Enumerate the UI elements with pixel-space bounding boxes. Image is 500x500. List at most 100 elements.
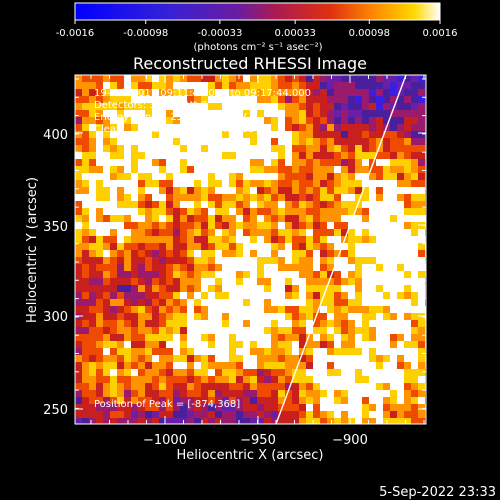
heatmap-cell <box>124 124 131 131</box>
heatmap-cell <box>264 418 271 424</box>
heatmap-cell <box>334 187 341 194</box>
heatmap-cell <box>103 250 110 257</box>
heatmap-cell <box>257 229 264 236</box>
heatmap-cell <box>271 117 278 124</box>
heatmap-cell <box>187 75 194 82</box>
heatmap-cell <box>173 138 180 145</box>
heatmap-cell <box>124 166 131 173</box>
heatmap-cell <box>215 124 222 131</box>
heatmap-cell <box>159 215 166 222</box>
heatmap-cell <box>166 159 173 166</box>
render-timestamp: 5-Sep-2022 23:33 <box>379 485 496 500</box>
heatmap-cell <box>194 397 201 404</box>
heatmap-cell <box>145 236 152 243</box>
heatmap-cell <box>96 390 103 397</box>
heatmap-cell <box>208 75 215 82</box>
heatmap-cell <box>264 124 271 131</box>
heatmap-cell <box>313 173 320 180</box>
heatmap-cell <box>264 117 271 124</box>
heatmap-cell <box>187 369 194 376</box>
heatmap-cell <box>348 145 355 152</box>
heatmap-cell <box>110 187 117 194</box>
colorbar-tick-label: -0.0016 <box>56 28 95 39</box>
heatmap-cell <box>229 229 236 236</box>
heatmap-cell <box>208 348 215 355</box>
heatmap-cell <box>264 222 271 229</box>
heatmap-cell <box>89 257 96 264</box>
heatmap-cell <box>173 292 180 299</box>
heatmap-cell <box>89 89 96 96</box>
heatmap-cell <box>327 215 334 222</box>
heatmap-cell <box>201 348 208 355</box>
heatmap-cell <box>180 131 187 138</box>
heatmap-cell <box>292 257 299 264</box>
heatmap-cell <box>362 397 369 404</box>
heatmap-cell <box>285 138 292 145</box>
heatmap-cell <box>159 152 166 159</box>
heatmap-cell <box>264 264 271 271</box>
heatmap-cell <box>166 166 173 173</box>
heatmap-cell <box>292 250 299 257</box>
heatmap-cell <box>362 131 369 138</box>
heatmap-cell <box>96 292 103 299</box>
heatmap-cell <box>236 362 243 369</box>
heatmap-cell <box>138 320 145 327</box>
heatmap-cell <box>306 145 313 152</box>
heatmap-cell <box>187 117 194 124</box>
heatmap-cell <box>257 299 264 306</box>
heatmap-cell <box>383 320 390 327</box>
heatmap-cell <box>313 264 320 271</box>
heatmap-cell <box>159 194 166 201</box>
heatmap-cell <box>376 194 383 201</box>
heatmap-cell <box>89 110 96 117</box>
heatmap-cell <box>236 215 243 222</box>
heatmap-cell <box>138 390 145 397</box>
heatmap-cell <box>222 292 229 299</box>
heatmap-cell <box>418 306 425 313</box>
heatmap-cell <box>152 369 159 376</box>
heatmap-cell <box>166 229 173 236</box>
heatmap-cell <box>320 355 327 362</box>
heatmap-cell <box>341 243 348 250</box>
heatmap-cell <box>383 215 390 222</box>
heatmap-cell <box>82 397 89 404</box>
heatmap-cell <box>82 82 89 89</box>
heatmap-cell <box>89 236 96 243</box>
heatmap-cell <box>313 229 320 236</box>
heatmap-cell <box>145 376 152 383</box>
heatmap-cell <box>383 243 390 250</box>
heatmap-cell <box>187 222 194 229</box>
heatmap-cell <box>222 110 229 117</box>
heatmap-cell <box>397 159 404 166</box>
heatmap-cell <box>327 138 334 145</box>
heatmap-cell <box>348 124 355 131</box>
heatmap-cell <box>75 355 82 362</box>
heatmap-cell <box>187 145 194 152</box>
heatmap-cell <box>355 187 362 194</box>
heatmap-cell <box>145 131 152 138</box>
heatmap-cell <box>180 89 187 96</box>
heatmap-cell <box>411 243 418 250</box>
heatmap-cell <box>271 243 278 250</box>
heatmap-cell <box>236 397 243 404</box>
heatmap-cell <box>173 383 180 390</box>
heatmap-cell <box>229 89 236 96</box>
heatmap-cell <box>243 166 250 173</box>
heatmap-cell <box>299 229 306 236</box>
heatmap-cell <box>355 180 362 187</box>
heatmap-cell <box>96 89 103 96</box>
heatmap-cell <box>131 348 138 355</box>
heatmap-cell <box>320 222 327 229</box>
heatmap-cell <box>89 222 96 229</box>
heatmap-cell <box>369 404 376 411</box>
heatmap-cell <box>411 278 418 285</box>
heatmap-cell <box>299 131 306 138</box>
heatmap-cell <box>278 376 285 383</box>
heatmap-cell <box>285 173 292 180</box>
heatmap-cell <box>397 299 404 306</box>
heatmap-cell <box>159 103 166 110</box>
heatmap-cell <box>236 334 243 341</box>
heatmap-cell <box>89 299 96 306</box>
heatmap-cell <box>362 348 369 355</box>
heatmap-cell <box>341 229 348 236</box>
